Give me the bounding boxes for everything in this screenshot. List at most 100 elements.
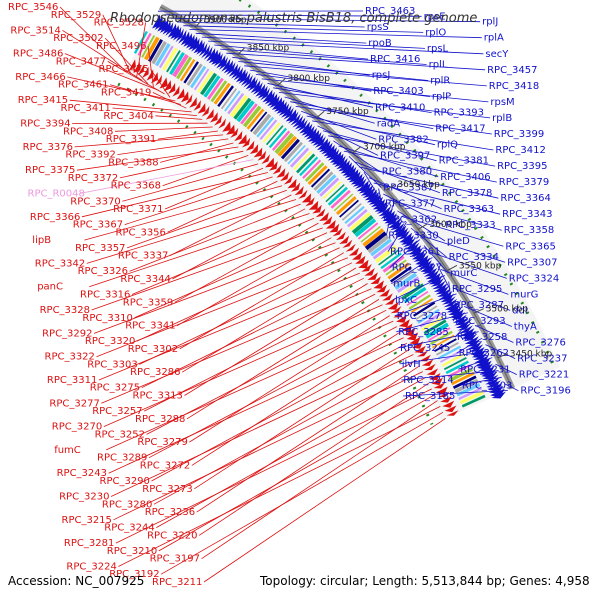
- gene-label-forward: RPC_3406: [440, 172, 490, 183]
- cog-category-bar: [421, 315, 445, 332]
- reverse-strand-gene: [249, 144, 259, 154]
- right-leader-line: [459, 376, 502, 386]
- gene-label-forward: rplL: [429, 60, 448, 71]
- right-leader-line: [391, 257, 433, 285]
- gene-label-forward: RPC_3295: [452, 284, 502, 295]
- reverse-strand-gene: [355, 255, 366, 264]
- reverse-strand-gene: [342, 239, 353, 248]
- reverse-strand-gene: [352, 251, 363, 260]
- cog-category-bar: [203, 75, 221, 98]
- left-leader-line: [184, 283, 368, 396]
- scale-tick: [352, 146, 362, 154]
- forward-strand-gene: [485, 377, 500, 385]
- gene-label-reverse: RPC_3370: [70, 196, 120, 207]
- forward-strand-gene: [288, 111, 299, 124]
- left-leader-line: [98, 272, 360, 381]
- cog-category-bar: [396, 276, 420, 293]
- right-leader-line: [312, 120, 494, 151]
- reverse-strand-gene: [272, 164, 282, 175]
- gene-label-forward: RPC_3363: [444, 204, 494, 215]
- cog-category-bar: [290, 147, 310, 168]
- cog-category-bar: [217, 85, 234, 108]
- gene-label-reverse: RPC_3367: [73, 220, 123, 231]
- right-leader-line: [164, 14, 422, 17]
- reverse-strand-gene: [390, 306, 402, 314]
- gene-label-forward: RPC_3463: [365, 6, 415, 17]
- gene-label-reverse: RPC_3359: [123, 297, 173, 308]
- right-leader-line: [504, 383, 519, 392]
- right-leader-line: [385, 205, 394, 236]
- reverse-strand-gene: [301, 193, 312, 203]
- reverse-strand-gene: [433, 382, 446, 389]
- reverse-strand-gene: [265, 157, 274, 168]
- left-leader-line: [104, 37, 149, 85]
- left-leader-line: [169, 194, 292, 256]
- left-leader-line: [136, 22, 146, 78]
- reverse-strand-gene: [367, 272, 378, 280]
- cog-category-bar: [427, 327, 451, 342]
- gene-label-reverse: RPC_3252: [95, 429, 145, 440]
- gene-label-reverse: RPC_3302: [128, 344, 178, 355]
- reverse-strand-gene: [201, 106, 210, 117]
- left-leader-line: [198, 382, 430, 536]
- gene-label-forward: lpxC: [395, 295, 417, 306]
- forward-strand-gene: [469, 344, 484, 352]
- gene-label-reverse: RPC_3514: [10, 25, 60, 36]
- gene-label-reverse: RPC_3368: [111, 181, 161, 192]
- reverse-strand-gene: [268, 161, 278, 171]
- right-leader-line: [440, 269, 509, 295]
- left-leader-line: [164, 167, 264, 210]
- forward-strand-gene: [154, 16, 163, 30]
- left-leader-line: [194, 348, 411, 490]
- left-leader-line: [69, 99, 192, 113]
- left-leader-line: [81, 172, 268, 218]
- gene-label-reverse: RPC_3391: [106, 134, 156, 145]
- left-leader-line: [155, 115, 203, 120]
- left-leader-line: [189, 315, 390, 443]
- cog-category-bar: [265, 125, 284, 146]
- cog-category-bar: [406, 291, 429, 307]
- reverse-strand-gene: [364, 268, 375, 276]
- gene-label-forward: RPC_3387: [383, 183, 433, 194]
- left-leader-line: [89, 213, 310, 288]
- left-leader-line: [196, 365, 420, 513]
- forward-strand-gene: [386, 215, 399, 226]
- forward-strand-gene: [395, 227, 409, 238]
- cog-category-bar: [333, 193, 354, 212]
- cog-category-bar: [449, 367, 473, 382]
- gene-label-reverse: RPC_3220: [147, 530, 197, 541]
- gene-label-forward: RPC_3196: [520, 386, 570, 397]
- reverse-strand-gene: [361, 263, 372, 272]
- cog-category-bar: [390, 266, 412, 283]
- left-leader-line: [162, 155, 249, 187]
- left-leader-line: [158, 394, 435, 552]
- gene-label-forward: RPC_3364: [500, 193, 550, 204]
- gene-label-forward: RPC_3293: [455, 316, 505, 327]
- left-leader-line: [101, 288, 372, 404]
- reverse-strand-gene: [298, 189, 308, 199]
- cog-category-bar: [341, 202, 362, 221]
- gene-label-reverse: RPC_3366: [30, 212, 80, 223]
- gene-label-reverse: RPC_3371: [113, 204, 163, 215]
- gene-label-forward: RPC_3221: [519, 370, 569, 381]
- forward-strand-gene: [454, 317, 469, 326]
- left-leader-line: [107, 61, 165, 95]
- cog-category-bar: [399, 280, 422, 296]
- right-leader-line: [328, 135, 496, 167]
- right-leader-line: [458, 357, 493, 370]
- right-leader-line: [284, 96, 375, 124]
- right-leader-line: [290, 101, 434, 129]
- left-leader-line: [112, 107, 197, 116]
- right-leader-line: [189, 29, 482, 39]
- forward-strand-gene: [473, 352, 488, 360]
- gene-label-forward: RPC_3399: [494, 129, 544, 140]
- forward-strand-gene: [238, 71, 248, 84]
- reverse-strand-gene: [348, 247, 359, 256]
- gene-label-forward: thyA: [514, 322, 537, 333]
- right-leader-line: [170, 17, 481, 23]
- gene-label-reverse: RPC_3316: [80, 290, 130, 301]
- gene-label-forward: rpsJ: [372, 70, 391, 81]
- cog-category-bar: [169, 51, 185, 75]
- forward-strand-gene: [451, 312, 466, 321]
